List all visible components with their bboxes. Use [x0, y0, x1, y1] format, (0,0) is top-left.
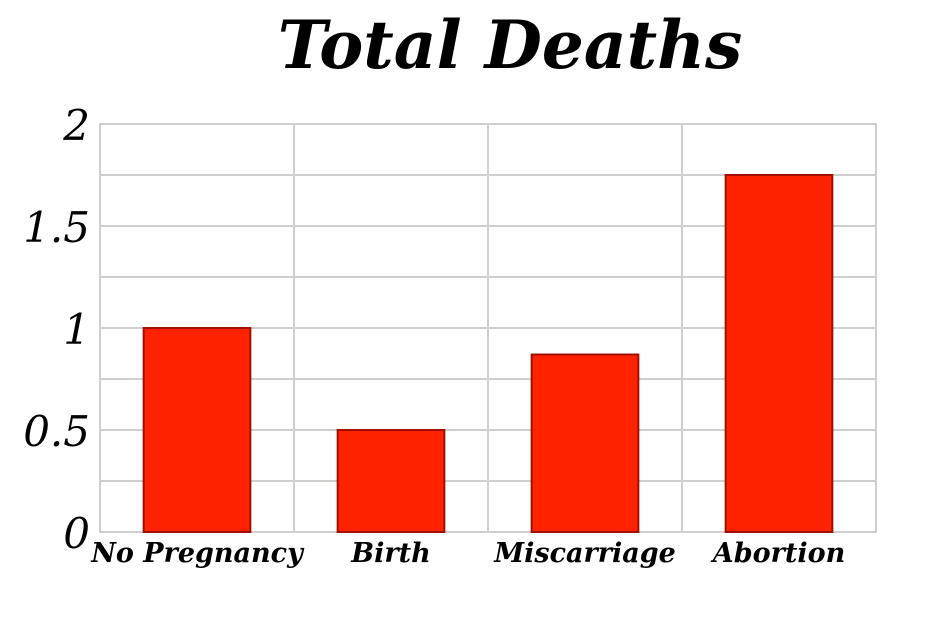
chart-title: Total Deaths: [278, 6, 742, 84]
bar-abortion: [724, 174, 834, 533]
bar-no-pregnancy: [142, 327, 252, 533]
y-axis-ticks: 0 0.5 1 1.5 2: [23, 101, 90, 558]
bar-birth: [336, 429, 446, 533]
bars: [142, 174, 834, 533]
x-tick-label: Birth: [350, 538, 430, 569]
x-tick-label: Miscarriage: [493, 538, 676, 569]
x-tick-label: No Pregnancy: [90, 538, 305, 569]
x-axis-ticks: No Pregnancy Birth Miscarriage Abortion: [90, 538, 845, 569]
x-tick-label: Abortion: [710, 538, 845, 569]
y-tick-label: 0.5: [23, 407, 90, 456]
bar-miscarriage: [530, 353, 640, 533]
y-tick-label: 0: [63, 509, 90, 558]
y-tick-label: 1.5: [23, 203, 90, 252]
y-tick-label: 1: [63, 305, 90, 354]
y-tick-label: 2: [62, 101, 90, 150]
